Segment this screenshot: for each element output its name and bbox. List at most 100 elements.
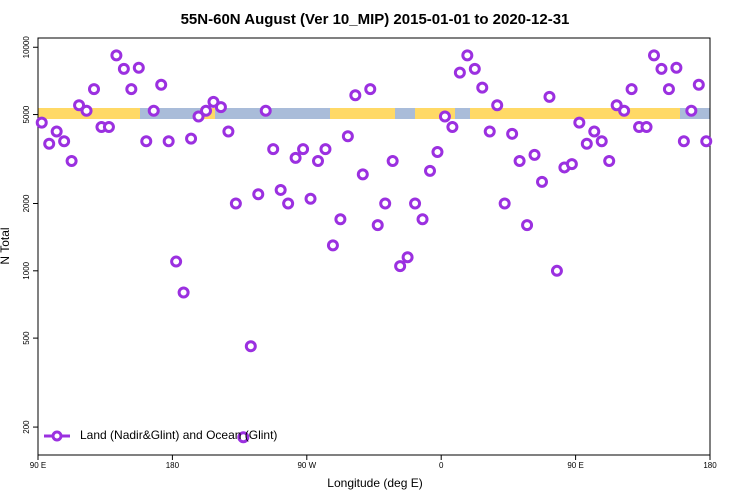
data-point xyxy=(73,99,86,112)
data-point xyxy=(618,104,631,117)
x-tick-label: 0 xyxy=(439,461,444,470)
data-point xyxy=(521,219,534,232)
data-point xyxy=(282,197,295,210)
data-point xyxy=(252,188,265,201)
data-point xyxy=(416,213,429,226)
data-point xyxy=(498,197,511,210)
data-point xyxy=(356,168,369,181)
data-point xyxy=(364,83,377,96)
y-axis-label: N Total xyxy=(0,227,12,264)
data-point xyxy=(244,340,257,353)
data-point xyxy=(349,89,362,102)
data-point xyxy=(304,192,317,205)
data-point xyxy=(214,101,227,114)
band-ocean xyxy=(140,108,200,119)
data-point xyxy=(334,213,347,226)
data-point xyxy=(274,183,287,196)
data-point xyxy=(610,99,623,112)
data-point xyxy=(595,135,608,148)
data-point xyxy=(88,83,100,96)
x-tick-label: 90 E xyxy=(30,461,46,470)
data-point xyxy=(655,62,668,75)
legend-marker xyxy=(51,430,63,442)
data-point xyxy=(132,61,145,74)
legend-label: Land (Nadir&Glint) and Ocean (Glint) xyxy=(80,428,277,442)
x-tick-label: 90 E xyxy=(567,461,583,470)
data-point xyxy=(341,130,354,143)
data-point xyxy=(424,164,436,177)
data-point xyxy=(35,116,48,129)
data-point xyxy=(102,120,115,133)
y-tick-label: 200 xyxy=(22,420,31,434)
data-point xyxy=(117,62,130,75)
data-point xyxy=(155,78,168,91)
data-point xyxy=(409,197,422,210)
data-point xyxy=(192,110,205,123)
data-point xyxy=(43,137,56,150)
data-point xyxy=(401,251,414,264)
data-point xyxy=(692,78,705,91)
x-tick-label: 180 xyxy=(166,461,180,470)
data-point xyxy=(468,62,481,75)
data-point xyxy=(50,125,63,138)
data-point xyxy=(65,154,78,167)
data-point xyxy=(453,66,466,79)
data-point xyxy=(677,135,690,148)
data-point xyxy=(267,143,280,156)
y-tick-label: 5000 xyxy=(22,105,31,123)
data-point xyxy=(431,145,444,158)
data-point xyxy=(565,158,578,171)
plot-frame xyxy=(37,37,711,456)
land-ocean-band xyxy=(38,108,710,119)
data-point xyxy=(603,154,616,167)
data-point xyxy=(394,260,407,273)
y-tick-label: 2000 xyxy=(22,194,31,212)
y-tick-label: 500 xyxy=(22,331,31,345)
data-point xyxy=(640,120,653,133)
data-point xyxy=(80,104,93,117)
data-point xyxy=(648,49,660,62)
band-land xyxy=(38,108,710,119)
data-point xyxy=(386,154,399,167)
data-point xyxy=(162,135,175,148)
band-ocean xyxy=(215,108,330,119)
data-point xyxy=(625,83,638,96)
data-point xyxy=(446,120,459,133)
data-point xyxy=(371,219,384,232)
data-point xyxy=(289,151,302,164)
data-point xyxy=(543,90,556,103)
y-tick-label: 10000 xyxy=(22,36,31,59)
data-point xyxy=(140,135,153,148)
x-axis-label: Longitude (deg E) xyxy=(327,476,422,490)
x-tick-label: 90 W xyxy=(297,461,316,470)
data-point xyxy=(237,431,250,444)
data-point xyxy=(170,255,183,268)
data-point xyxy=(580,137,593,150)
data-point xyxy=(125,83,138,96)
data-point xyxy=(476,81,489,94)
data-point xyxy=(312,154,324,167)
data-point xyxy=(326,239,339,252)
data-point xyxy=(58,135,71,148)
data-point xyxy=(259,104,272,117)
data-point xyxy=(222,125,235,138)
data-point xyxy=(297,143,310,156)
data-point xyxy=(438,110,451,123)
data-point xyxy=(588,125,601,138)
data-point xyxy=(550,264,563,277)
data-point xyxy=(461,49,474,62)
band-ocean xyxy=(455,108,470,119)
data-point xyxy=(319,143,332,156)
data-point xyxy=(528,148,541,161)
data-point xyxy=(200,104,212,117)
data-point xyxy=(110,49,123,62)
data-point xyxy=(513,154,526,167)
data-point xyxy=(506,127,519,140)
data-point xyxy=(483,125,496,138)
data-point xyxy=(685,104,698,117)
data-point xyxy=(536,175,548,188)
band-ocean xyxy=(395,108,415,119)
data-point xyxy=(700,135,713,148)
